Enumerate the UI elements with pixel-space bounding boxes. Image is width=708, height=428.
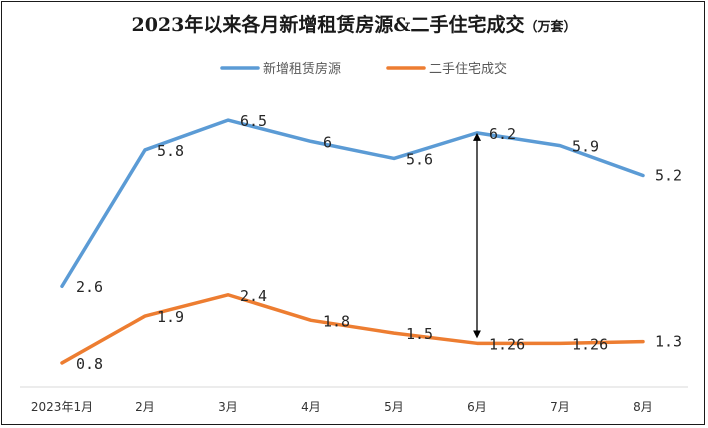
chart-title: 2023年以来各月新增租赁房源&二手住宅成交（万套） <box>0 10 708 37</box>
series-line-2 <box>60 293 645 365</box>
x-tick-label: 7月 <box>550 400 570 414</box>
data-label: 1.26 <box>489 335 525 353</box>
x-tick-label: 6月 <box>467 400 487 414</box>
x-tick-label: 5月 <box>384 400 404 414</box>
data-label: 5.6 <box>406 150 433 168</box>
x-tick-label: 2023年1月 <box>31 400 93 414</box>
x-tick-label: 8月 <box>633 400 653 414</box>
data-label: 6 <box>323 133 332 151</box>
data-label: 6.5 <box>240 112 267 130</box>
x-tick-label: 3月 <box>218 400 238 414</box>
legend-label-2: 二手住宅成交 <box>429 61 507 77</box>
legend-label-1: 新增租赁房源 <box>263 61 341 77</box>
chart-title-text: 2023年以来各月新增租赁房源&二手住宅成交 <box>131 14 525 36</box>
series-layer: 2.6 5.8 6.5 6 5.6 6.2 5.9 5.2 0.8 1.9 2.4 1.8 1.5 1.2… <box>60 112 682 373</box>
x-tick-label: 4月 <box>301 400 321 414</box>
data-label: 0.8 <box>76 355 103 373</box>
data-label: 5.2 <box>655 166 682 184</box>
x-tick-label: 2月 <box>135 400 155 414</box>
series-line-1 <box>60 118 645 288</box>
data-label: 1.3 <box>655 333 682 351</box>
data-label: 5.9 <box>572 138 599 156</box>
data-label: 1.5 <box>406 325 433 343</box>
x-tick-labels: 2023年1月 2月 3月 4月 5月 6月 7月 8月 <box>31 400 653 414</box>
data-label: 1.9 <box>157 308 184 326</box>
chart-legend: 新增租赁房源 二手住宅成交 <box>220 61 507 77</box>
data-label: 2.6 <box>76 278 103 296</box>
chart-title-unit: （万套） <box>524 20 577 35</box>
data-label: 6.2 <box>489 125 516 143</box>
data-label: 2.4 <box>240 287 267 305</box>
data-label: 5.8 <box>157 142 184 160</box>
data-label: 1.26 <box>572 335 608 353</box>
data-label: 1.8 <box>323 312 350 330</box>
